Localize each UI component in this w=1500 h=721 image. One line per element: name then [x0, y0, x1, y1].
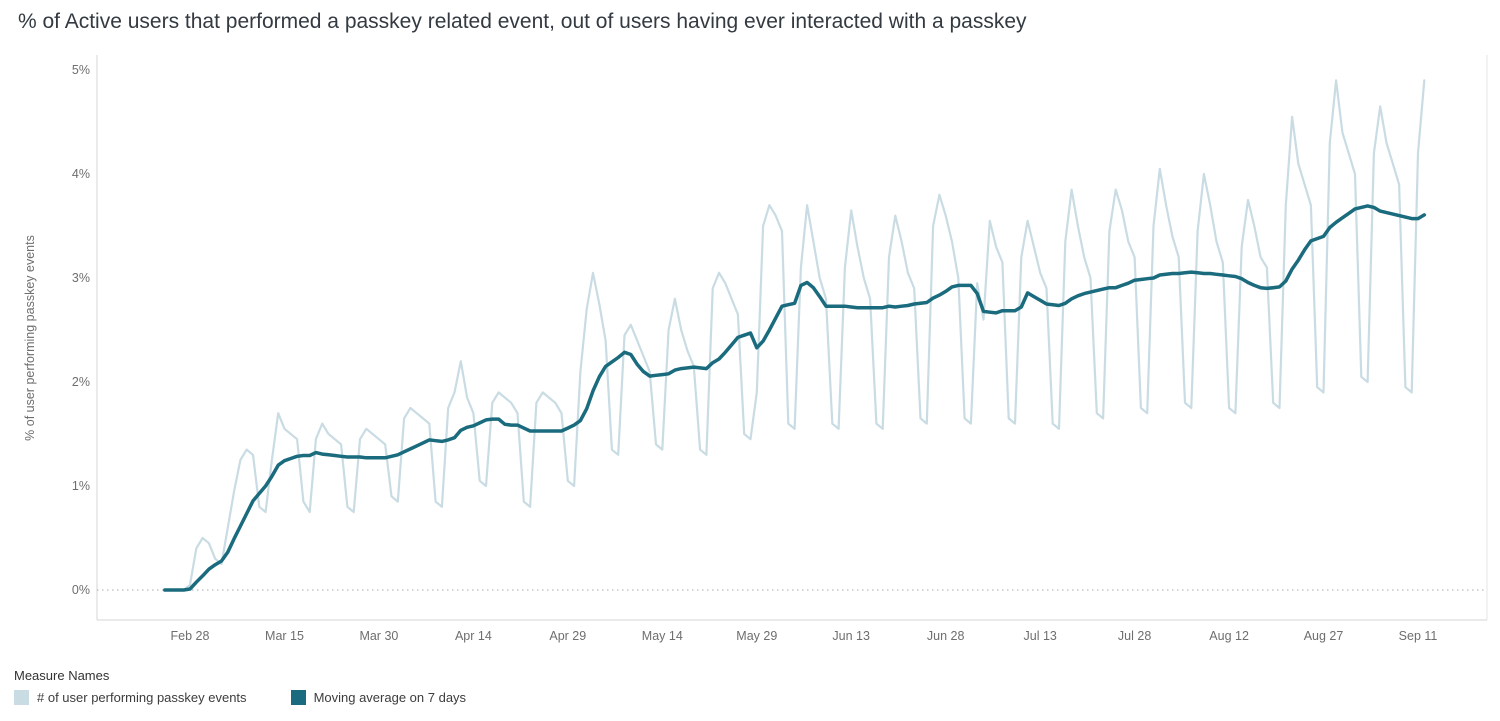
daily-series-line[interactable] — [163, 79, 1426, 592]
daily-series-swatch[interactable] — [14, 690, 29, 705]
moving-average-swatch[interactable] — [290, 690, 306, 705]
x-tick-label: Jul 13 — [1023, 629, 1057, 643]
y-tick-label: 5% — [71, 63, 90, 77]
legend-row: # of user performing passkey events Movi… — [14, 690, 466, 705]
x-tick-label: Sep 11 — [1398, 629, 1438, 643]
legend: Measure Names # of user performing passk… — [14, 668, 466, 705]
x-tick-label: Mar 15 — [265, 629, 304, 643]
legend-item-daily-series[interactable]: # of user performing passkey events — [14, 690, 247, 705]
moving-average-line[interactable] — [163, 204, 1427, 592]
x-tick-label: May 14 — [641, 629, 683, 643]
legend-title: Measure Names — [14, 668, 110, 683]
x-tick-label: Mar 30 — [359, 629, 399, 643]
x-tick-label: Apr 14 — [454, 629, 492, 643]
y-tick-label: 3% — [71, 271, 90, 285]
x-tick-label: Jul 28 — [1117, 629, 1152, 643]
x-tick-label: May 29 — [736, 629, 778, 643]
y-tick-label: 2% — [71, 375, 90, 389]
y-axis-tick-labels: 0% 1% 2% 3% 4% 5% — [0, 0, 100, 721]
x-tick-label: Feb 28 — [170, 629, 210, 643]
y-tick-label: 1% — [71, 479, 90, 493]
x-axis-tick-labels: Feb 28 Mar 15 Mar 30 Apr 14 Apr 29 May 14 May … — [0, 629, 1500, 649]
x-tick-label: Aug 27 — [1303, 629, 1344, 643]
legend-item-label: # of user performing passkey events — [37, 690, 247, 705]
y-tick-label: 4% — [71, 167, 90, 181]
x-tick-label: Jun 28 — [926, 629, 965, 643]
x-tick-label: Jun 13 — [832, 629, 870, 643]
y-tick-label: 0% — [71, 583, 90, 597]
legend-item-label: Moving average on 7 days — [313, 690, 467, 705]
x-tick-label: Apr 29 — [549, 629, 587, 643]
legend-item-moving-average[interactable]: Moving average on 7 days — [290, 690, 467, 705]
x-tick-label: Aug 12 — [1209, 629, 1249, 643]
chart-title: % of Active users that performed a passk… — [18, 10, 1027, 33]
